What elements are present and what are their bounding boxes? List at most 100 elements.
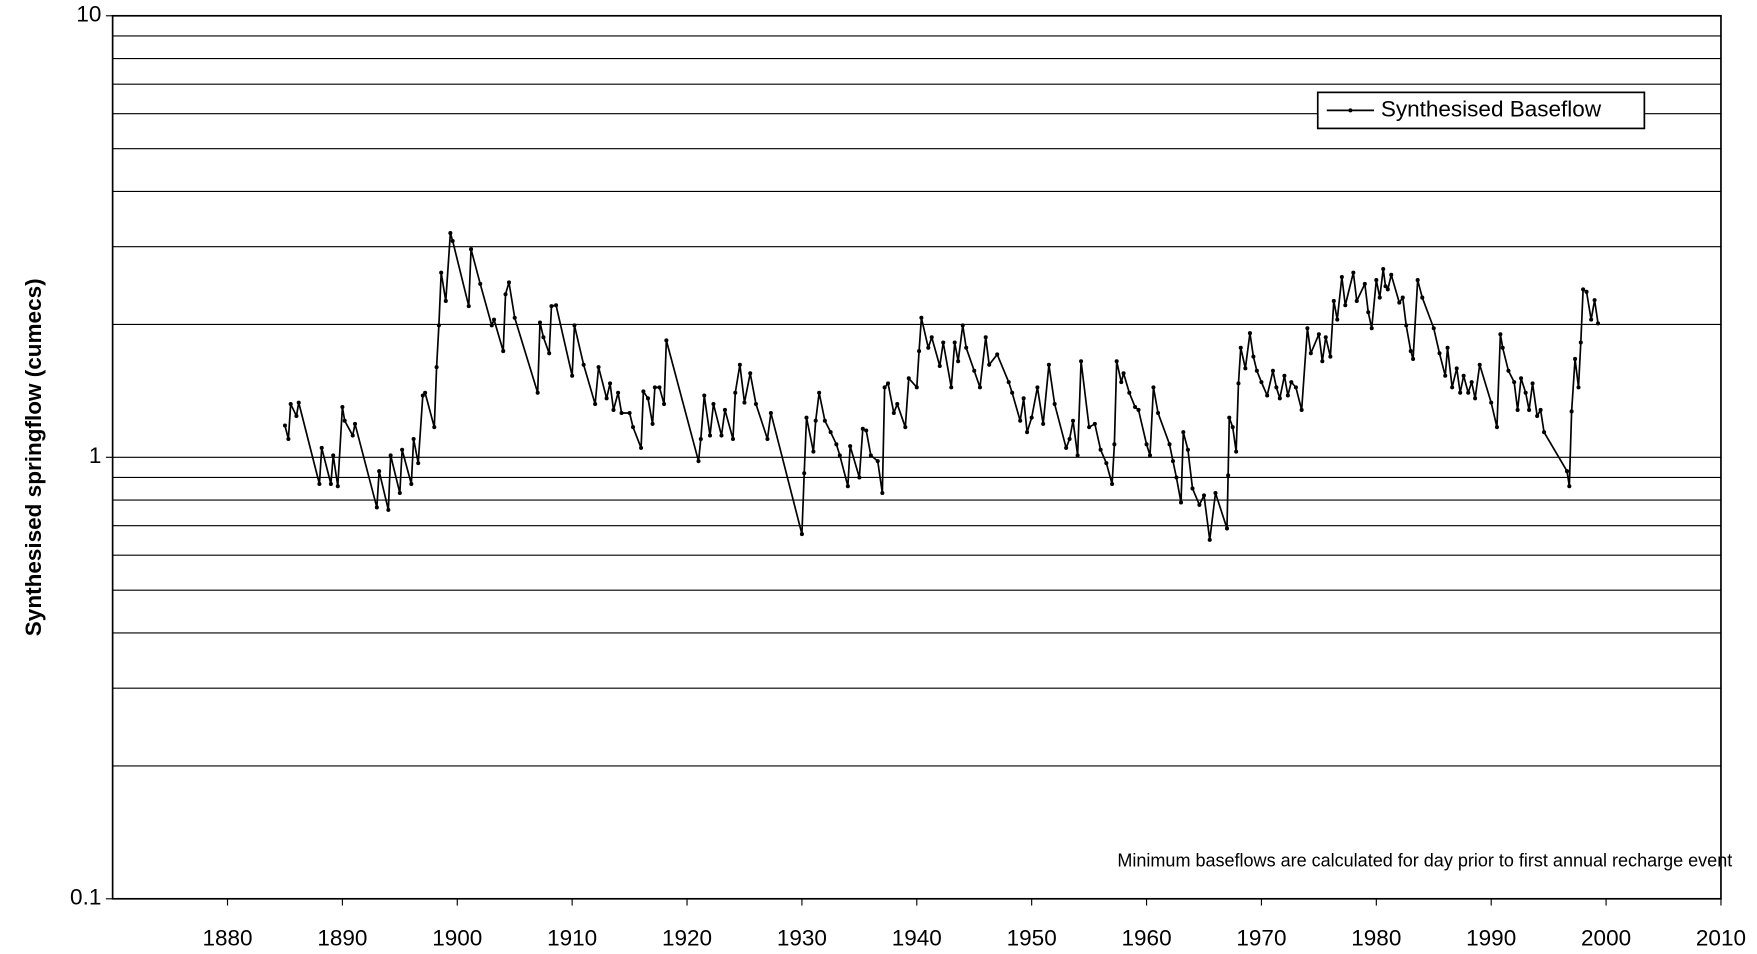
x-tick-label: 1980 <box>1351 925 1401 950</box>
data-point <box>1114 359 1119 364</box>
data-point <box>1230 425 1235 430</box>
data-point <box>1259 380 1264 385</box>
data-point <box>1308 351 1313 356</box>
data-point <box>619 410 624 416</box>
data-point <box>748 371 753 376</box>
data-point <box>1589 317 1594 322</box>
data-point <box>537 320 543 325</box>
data-point <box>1254 368 1259 373</box>
data-point <box>641 389 646 394</box>
data-point <box>611 407 616 412</box>
data-point <box>1323 335 1328 340</box>
data-point <box>722 407 727 412</box>
data-point <box>1445 345 1450 350</box>
x-tick-label: 1950 <box>1007 925 1057 950</box>
data-point <box>1411 356 1416 361</box>
data-point <box>972 368 977 373</box>
x-tick-label: 1920 <box>662 925 712 950</box>
data-point <box>1461 373 1466 378</box>
data-point <box>317 481 322 487</box>
data-point <box>1098 447 1103 452</box>
data-point <box>941 340 946 345</box>
data-point <box>1596 321 1601 326</box>
data-point <box>848 444 853 449</box>
data-point <box>1535 414 1540 419</box>
data-point <box>1389 272 1394 277</box>
data-point <box>886 381 891 386</box>
data-point <box>439 270 444 275</box>
data-point <box>834 442 839 447</box>
data-point <box>581 362 586 367</box>
data-point <box>466 304 471 309</box>
data-point <box>657 385 662 390</box>
data-point <box>1236 381 1241 386</box>
data-point <box>1170 459 1176 464</box>
data-point <box>919 315 924 320</box>
data-point <box>554 303 559 308</box>
data-point <box>639 445 644 450</box>
data-point <box>1431 326 1436 331</box>
data-point <box>331 453 336 458</box>
data-point <box>799 532 804 537</box>
data-point <box>1087 425 1092 430</box>
data-point <box>342 418 347 423</box>
data-point <box>1498 332 1503 337</box>
data-point <box>1238 345 1243 350</box>
data-point <box>1454 366 1459 371</box>
data-point <box>1299 407 1304 412</box>
data-point <box>450 238 455 243</box>
data-point <box>1112 442 1117 447</box>
data-point <box>1285 393 1290 398</box>
data-point <box>811 449 816 454</box>
data-point <box>929 335 934 340</box>
data-point <box>1377 295 1382 300</box>
data-point <box>400 447 405 452</box>
data-point <box>860 426 865 431</box>
data-point <box>386 507 391 512</box>
data-point <box>1362 281 1367 286</box>
data-point <box>1473 396 1478 401</box>
data-point <box>964 345 969 350</box>
data-point <box>388 453 393 458</box>
data-point <box>995 352 1000 357</box>
data-point <box>1178 500 1184 505</box>
data-point <box>443 298 448 303</box>
data-point <box>547 351 552 356</box>
data-point <box>1197 502 1202 507</box>
data-point <box>1443 373 1448 378</box>
data-point <box>436 323 441 328</box>
plot-frame <box>111 14 1722 900</box>
data-point <box>1167 442 1172 447</box>
data-point <box>1567 484 1572 489</box>
y-tick-label: 0.1 <box>70 885 101 910</box>
data-point <box>416 461 421 466</box>
data-point <box>1335 317 1340 322</box>
data-point <box>1104 461 1109 466</box>
data-point <box>645 396 650 401</box>
data-point <box>1584 289 1589 294</box>
data-point <box>503 292 508 297</box>
data-point <box>864 428 869 433</box>
data-point <box>572 323 577 328</box>
data-point <box>817 390 822 395</box>
data-point <box>652 385 657 390</box>
data-point <box>1383 284 1388 289</box>
data-point <box>1021 396 1026 401</box>
data-point <box>1458 390 1463 395</box>
data-point <box>448 231 453 236</box>
x-tick-label: 1910 <box>547 925 597 950</box>
data-point <box>1274 385 1279 390</box>
data-point <box>1035 385 1040 390</box>
data-point <box>917 349 922 354</box>
data-point <box>1119 380 1124 385</box>
data-point <box>857 475 862 480</box>
data-point <box>719 433 724 438</box>
data-point <box>937 363 942 369</box>
data-point <box>1564 469 1570 474</box>
data-point <box>960 323 965 328</box>
data-point <box>1133 404 1138 410</box>
data-point <box>631 425 636 430</box>
data-point <box>294 414 299 419</box>
data-point <box>698 436 703 442</box>
